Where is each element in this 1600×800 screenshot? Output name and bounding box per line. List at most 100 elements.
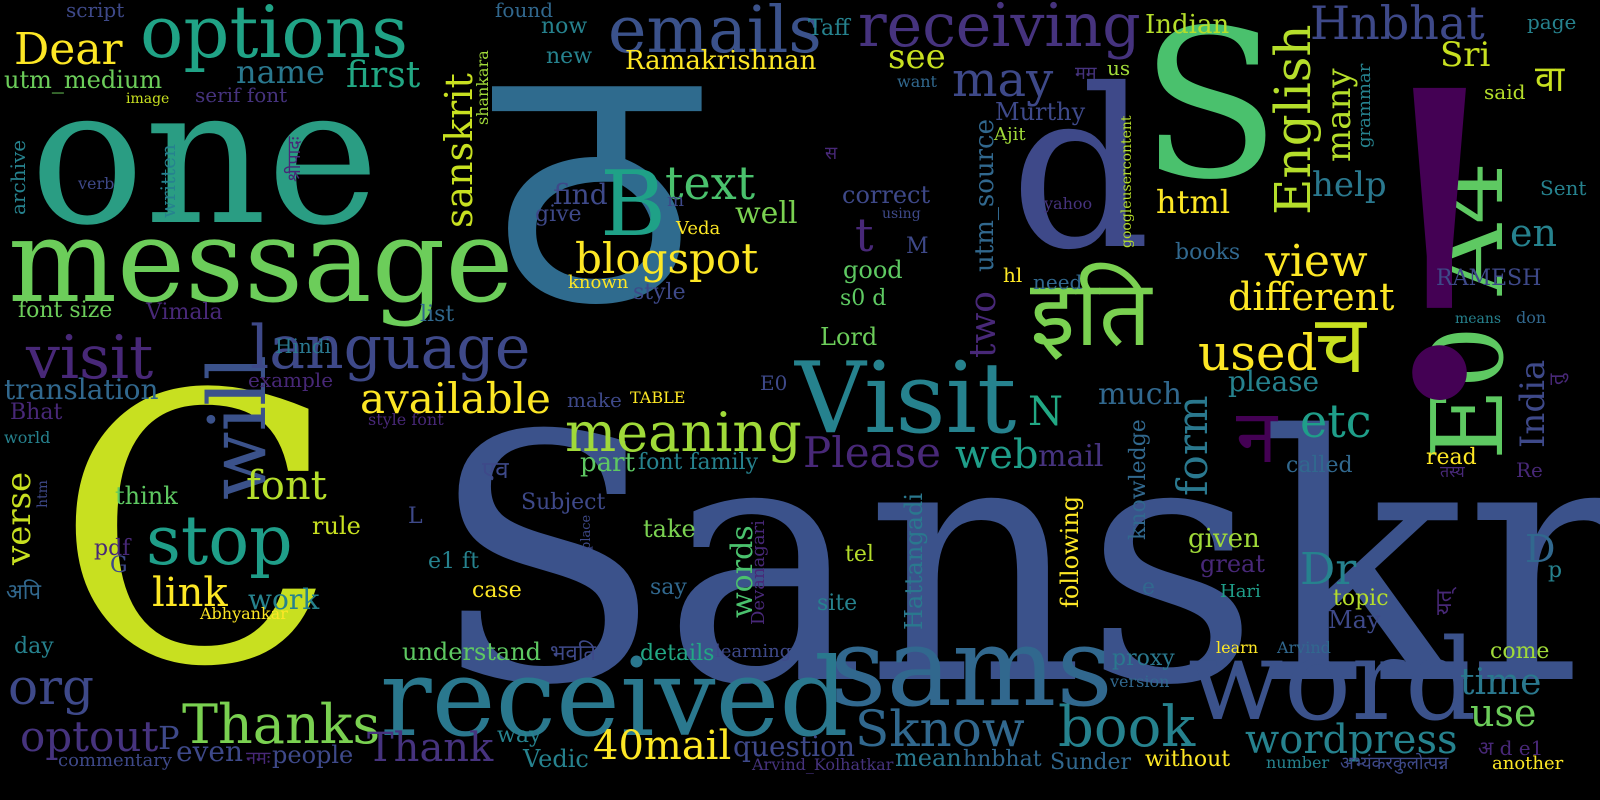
cloud-word-subject: Subject <box>521 490 606 515</box>
cloud-word-optout: optout <box>20 712 159 761</box>
cloud-word-found: found <box>495 0 554 22</box>
cloud-word-available: available <box>360 374 551 423</box>
cloud-word-sanskrit: Sanskrit <box>430 364 1600 760</box>
cloud-word-hl: hl <box>1003 263 1023 287</box>
cloud-word-cha: च <box>1315 298 1366 391</box>
cloud-word-table: TABLE <box>630 388 686 407</box>
cloud-word-devanagari: Devanagari <box>748 520 769 625</box>
cloud-word-web: web <box>955 432 1039 478</box>
cloud-word-different: different <box>1228 275 1395 319</box>
cloud-word-great: great <box>1200 550 1265 578</box>
cloud-word-style-font: style font <box>368 410 444 429</box>
cloud-word-g: G <box>110 553 128 578</box>
cloud-word-archive: archive <box>6 139 30 215</box>
cloud-word-receiving: receiving <box>858 0 1141 61</box>
cloud-word-tha-glyph: ठ <box>492 0 696 387</box>
cloud-word-abhyankarakulotpanna: अभ्यंकरकुलोत्पन्न <box>1340 753 1449 774</box>
cloud-word-hnbhat-top: Hnbhat <box>1310 0 1485 50</box>
cloud-word-make: make <box>567 388 622 412</box>
cloud-word-40mail: 40mail <box>593 723 732 769</box>
cloud-word-a-d-e1: अ d e1 <box>1478 736 1544 760</box>
cloud-word-wordpress: wordpress <box>1245 717 1458 763</box>
cloud-word-font-size: font size <box>18 298 113 323</box>
cloud-word-known: known <box>568 272 629 293</box>
cloud-word-learning: learning <box>715 641 792 662</box>
cloud-word-need: need <box>1033 270 1083 294</box>
cloud-word-example: example <box>248 368 334 392</box>
cloud-word-use: use <box>1470 691 1537 735</box>
cloud-word-link: link <box>152 570 228 616</box>
cloud-word-correct: correct <box>842 181 931 209</box>
cloud-word-good: good <box>843 256 903 284</box>
cloud-word-l: L <box>408 504 423 529</box>
cloud-word-c: C <box>55 318 339 748</box>
cloud-word-many: many <box>1319 68 1359 162</box>
cloud-word-e-small: e <box>1142 575 1156 600</box>
cloud-word-api: अपि <box>6 580 42 605</box>
cloud-word-thanks: Thanks <box>182 693 381 756</box>
cloud-word-two: two <box>963 291 1004 358</box>
cloud-word-another: another <box>1492 753 1564 774</box>
cloud-word-one: one <box>30 46 380 267</box>
cloud-word-books: books <box>1175 240 1241 265</box>
cloud-word-please: please <box>1228 365 1320 398</box>
cloud-word-sknow: Sknow <box>855 700 1025 758</box>
cloud-word-using: using <box>882 206 921 222</box>
cloud-word-written: written <box>156 144 180 218</box>
cloud-word-sams: sams <box>830 603 1113 731</box>
cloud-word-d-large: d <box>1010 42 1151 298</box>
cloud-word-exclamation: ! <box>1355 5 1524 494</box>
cloud-word-much: much <box>1098 377 1182 412</box>
cloud-word-part: part <box>580 448 636 478</box>
cloud-word-yat: यत् <box>1432 589 1457 615</box>
cloud-word-font-family: font family <box>638 450 759 475</box>
cloud-word-pdf: pdf <box>94 536 131 561</box>
cloud-word-received: received <box>380 636 849 761</box>
cloud-word-book: book <box>1058 695 1196 760</box>
cloud-word-en: en <box>1510 211 1557 255</box>
cloud-word-dr: Dr <box>1300 544 1357 595</box>
cloud-word-lord: Lord <box>820 323 878 351</box>
cloud-word-translation: translation <box>4 373 159 406</box>
cloud-word-style: style <box>633 280 686 305</box>
cloud-word-world: world <box>4 428 51 447</box>
cloud-word-first: first <box>346 55 421 96</box>
cloud-word-sri: Sri <box>1440 35 1491 75</box>
cloud-word-word: word <box>1188 616 1477 746</box>
cloud-word-without: without <box>1145 747 1231 772</box>
cloud-word-html: html <box>1156 183 1231 221</box>
cloud-word-verb: verb <box>78 174 115 193</box>
cloud-word-message: message <box>8 195 514 329</box>
cloud-word-emails: emails <box>608 0 822 68</box>
cloud-word-proxy: proxy <box>1112 646 1175 671</box>
cloud-word-tasya: तस्य <box>1440 462 1465 481</box>
cloud-word-utm-medium: utm_medium <box>4 66 163 94</box>
cloud-word-new: new <box>546 44 593 69</box>
cloud-word-tel: tel <box>845 542 874 567</box>
cloud-word-p-cap: P <box>158 719 180 757</box>
cloud-word-work: work <box>248 583 320 616</box>
cloud-word-org: org <box>8 658 95 716</box>
cloud-word-don: don <box>1516 308 1547 327</box>
cloud-word-yahoo: yahoo <box>1044 194 1093 213</box>
cloud-word-m-small: m <box>667 190 685 211</box>
cloud-word-say: say <box>650 575 687 600</box>
cloud-word-means: means <box>1455 311 1502 327</box>
cloud-word-read: read <box>1426 445 1477 470</box>
cloud-word-iti: इति <box>1030 260 1152 367</box>
cloud-word-verse: verse <box>0 471 39 565</box>
cloud-word-veda: Veda <box>676 218 721 239</box>
cloud-word-vimala: Vimala <box>146 300 223 325</box>
cloud-word-stop: stop <box>146 502 293 581</box>
cloud-word-n: N <box>1028 389 1063 435</box>
cloud-word-visit-small: visit <box>26 323 154 393</box>
cloud-word-ramesh: RAMESH <box>1436 266 1542 291</box>
cloud-word-m-cap: M <box>906 234 929 259</box>
cloud-word-s0-d: s0 d <box>840 286 887 311</box>
cloud-word-see: see <box>888 37 946 77</box>
cloud-word-shripadah: श्रीपादः <box>284 136 305 183</box>
cloud-word-come: come <box>1490 639 1550 664</box>
cloud-word-googleusercontent: googleusercontent <box>1119 115 1135 248</box>
cloud-word-details: details <box>640 641 715 666</box>
cloud-word-shankara: shankara <box>473 50 492 125</box>
